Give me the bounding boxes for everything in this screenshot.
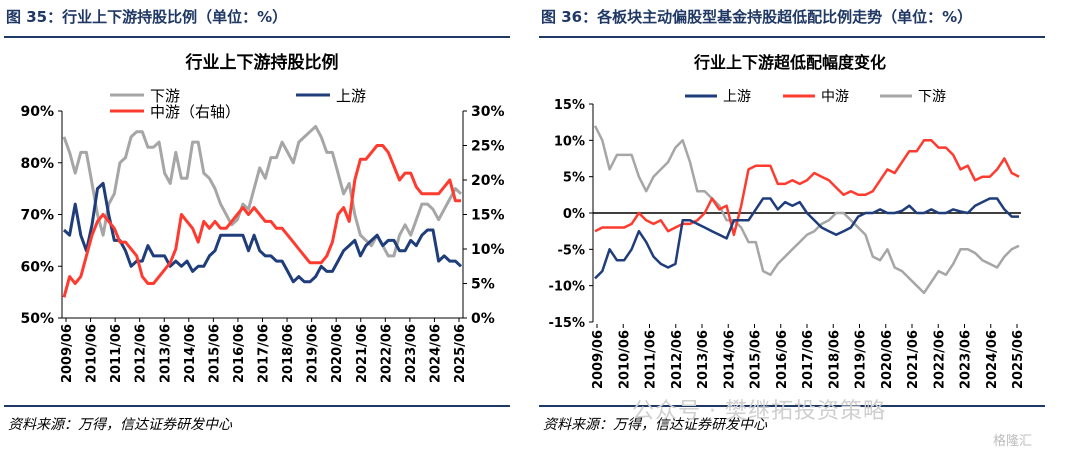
left-series-line-2 [62,144,461,298]
right-chart-y-tick-label: 10% [554,134,585,149]
left-x-tick-label: 2011/06 [109,324,124,383]
right-chart-series-line-2 [593,125,1020,295]
right-chart-x-tick-label: 2025/06 [1011,330,1026,389]
left-x-tick-label: 2015/06 [207,324,222,383]
left-x-tick-label: 2016/06 [232,324,247,383]
watermark-text: 公众号 · 樊继拓投资策略 [632,399,886,424]
left-x-tick-label: 2012/06 [134,324,149,383]
left-x-tick-label: 2018/06 [281,324,296,383]
right-chart-x-tick-label: 2017/06 [801,330,816,389]
left-y-tick-label: 90% [20,104,54,120]
left-x-tick-label: 2024/06 [428,324,443,383]
left-x-tick-label: 2013/06 [158,324,173,383]
left-footer-rule [4,405,510,407]
right-chart-x-tick-label: 2011/06 [644,330,659,389]
right-y-tick-label: 10% [471,242,505,258]
left-series-line-1 [62,181,463,284]
left-chart-title: 行业上下游持股比例 [185,52,339,73]
right-y-tick-label: 25% [471,139,505,155]
right-chart-x-tick-label: 2023/06 [959,330,974,389]
left-x-tick-label: 2020/06 [330,324,345,383]
right-figure-title: 图 36：各板块主动偏股型基金持股超低配比例走势（单位：%） [541,8,973,26]
right-chart-y-tick-label: -10% [548,280,585,295]
watermark-logo: 格隆汇 [993,434,1033,449]
left-y-tick-label: 70% [20,208,54,224]
right-footer-rule [539,405,1045,407]
left-x-tick-label: 2019/06 [306,324,321,383]
right-chart-x-tick-label: 2020/06 [880,330,895,389]
left-x-tick-label: 2014/06 [183,324,198,383]
right-chart-series-line-0 [594,197,1019,280]
right-chart-legend-label-2: 下游 [918,89,946,105]
left-x-tick-label: 2010/06 [85,324,100,383]
right-chart-title: 行业上下游超低配幅度变化 [693,53,886,72]
right-chart-y-tick-label: -15% [548,316,585,331]
left-title-rule [4,36,510,38]
right-chart-x-tick-label: 2022/06 [932,330,947,389]
left-x-tick-label: 2025/06 [453,324,468,383]
right-chart-x-tick-label: 2016/06 [775,330,790,389]
right-chart-x-tick-label: 2018/06 [827,330,842,389]
right-chart-x-tick-label: 2015/06 [749,330,764,389]
left-figure-title: 图 35：行业上下游持股比例（单位：%） [6,8,288,26]
left-y-tick-label: 80% [20,156,54,172]
right-chart-y-tick-label: 5% [563,171,585,186]
right-chart: 行业上下游超低配幅度变化 15% 10% 5% 0% -5% -10% -15% 2009/06… [548,53,1026,389]
left-x-tick-label: 2009/06 [60,324,75,383]
right-chart-y-tick-label: -5% [558,243,585,258]
right-chart-x-tick-label: 2010/06 [617,330,632,389]
right-chart-x-tick-label: 2021/06 [906,330,921,389]
right-chart-x-tick-label: 2012/06 [670,330,685,389]
right-y-tick-label: 15% [471,208,505,224]
right-chart-x-tick-label: 2009/06 [591,330,606,389]
right-chart-x-tick-label: 2013/06 [696,330,711,389]
right-figure-panel: 图 36：各板块主动偏股型基金持股超低配比例走势（单位：%） 行业上下游超低配幅… [535,0,1065,456]
right-y-tick-label: 30% [471,104,505,120]
right-source-note: 资料来源：万得，信达证券研发中心 [543,417,767,433]
left-legend-label-1: 上游 [336,87,366,105]
right-chart-y-tick-label: 15% [554,98,585,113]
left-x-tick-label: 2023/06 [404,324,419,383]
right-chart-x-tick-label: 2019/06 [854,330,869,389]
left-chart: 行业上下游持股比例 90% 80% 70% 60% 50% 30% 25% 20% 15% 10% 5… [20,52,505,383]
left-x-tick-label: 2022/06 [379,324,394,383]
right-chart-y-tick-label: 0% [563,207,585,222]
right-chart-series-line-1 [594,139,1020,237]
left-y-tick-label: 60% [20,259,54,275]
right-chart-legend-label-1: 中游 [821,89,849,105]
left-legend-label-0: 下游 [150,87,180,105]
left-x-tick-label: 2021/06 [355,324,370,383]
right-chart-x-tick-label: 2014/06 [722,330,737,389]
left-legend-label-2: 中游（右轴） [150,103,240,121]
left-y-tick-label: 50% [20,311,54,327]
right-y-tick-label: 20% [471,173,505,189]
right-title-rule [539,36,1045,38]
left-x-tick-label: 2017/06 [257,324,272,383]
right-y-tick-label: 5% [471,277,495,293]
right-y-tick-label: 0% [471,311,495,327]
right-chart-x-tick-label: 2024/06 [985,330,1000,389]
left-series-line-0 [62,125,463,258]
left-source-note: 资料来源：万得，信达证券研发中心 [8,417,232,433]
right-chart-legend-label-0: 上游 [723,89,751,105]
left-figure-panel: 图 35：行业上下游持股比例（单位：%） 行业上下游持股比例 90% 80% 70% 6… [0,0,530,456]
